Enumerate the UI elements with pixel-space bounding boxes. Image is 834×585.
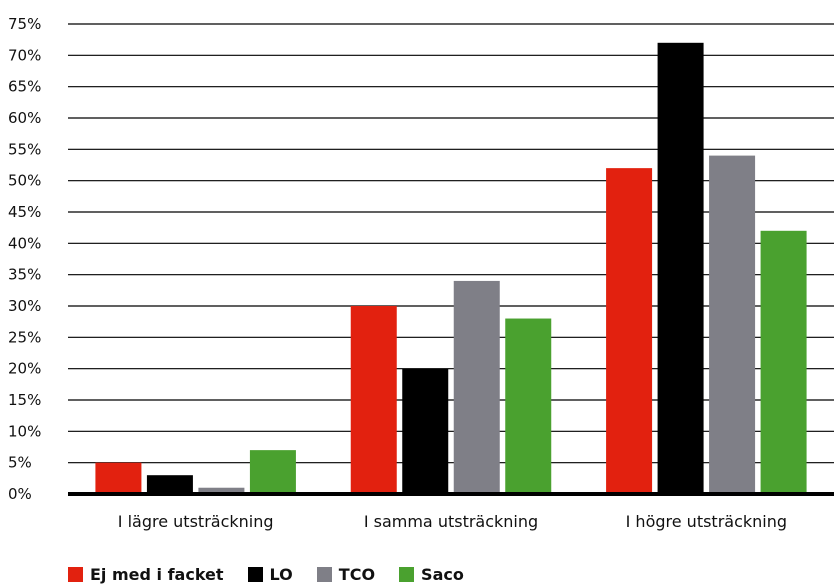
y-tick-label: 35%	[8, 266, 41, 284]
legend-label-saco: Saco	[421, 565, 464, 584]
legend: Ej med i facket LO TCO Saco	[68, 565, 488, 584]
y-tick-label: 25%	[8, 328, 41, 346]
category-label: I samma utsträckning	[364, 512, 538, 531]
bar-ej-med-i-facket	[350, 306, 397, 494]
y-tick-label: 75%	[8, 15, 41, 33]
bars	[95, 42, 807, 495]
y-tick-label: 65%	[8, 78, 41, 96]
y-tick-label: 20%	[8, 360, 41, 378]
y-tick-label: 30%	[8, 297, 41, 315]
bar-saco	[760, 230, 807, 495]
bar-lo	[146, 475, 193, 494]
category-label: I lägre utsträckning	[118, 512, 274, 531]
bar-ej-med-i-facket	[606, 168, 653, 494]
bar-tco	[198, 487, 245, 494]
x-axis-category-labels: I lägre utsträckning I samma utsträckning…	[118, 512, 787, 531]
bar-tco	[453, 280, 500, 494]
bar-lo	[657, 42, 704, 495]
y-tick-label: 60%	[8, 109, 41, 127]
gridlines	[68, 23, 834, 464]
category-label: I högre utsträckning	[626, 512, 787, 531]
y-tick-label: 40%	[8, 234, 41, 252]
bar-lo	[402, 368, 449, 494]
y-tick-label: 55%	[8, 140, 41, 158]
legend-item-ej-med-i-facket: Ej med i facket	[68, 565, 224, 584]
legend-item-saco: Saco	[399, 565, 464, 584]
legend-swatch-saco	[399, 567, 415, 582]
y-tick-label: 5%	[8, 454, 32, 472]
legend-swatch-tco	[316, 567, 332, 582]
legend-label-lo: LO	[269, 565, 293, 584]
legend-swatch-lo	[247, 567, 263, 582]
legend-item-tco: TCO	[316, 565, 376, 584]
bar-tco	[709, 155, 756, 494]
y-tick-label: 0%	[8, 485, 32, 503]
y-tick-label: 50%	[8, 172, 41, 190]
legend-item-lo: LO	[247, 565, 293, 584]
y-axis-tick-labels: 0% 5% 10% 15% 20% 25% 30% 35% 40% 45% 50% 55% 60% 65%…	[8, 15, 41, 503]
y-tick-label: 10%	[8, 422, 41, 440]
bar-ej-med-i-facket	[95, 462, 142, 494]
legend-swatch-ej-med-i-facket	[68, 567, 83, 582]
bar-saco	[505, 318, 552, 494]
bar-saco	[249, 450, 296, 494]
y-tick-label: 15%	[8, 391, 41, 409]
y-tick-label: 45%	[8, 203, 41, 221]
legend-label-ej-med-i-facket: Ej med i facket	[90, 565, 224, 584]
bar-chart: 0% 5% 10% 15% 20% 25% 30% 35% 40% 45% 50% 55% 60% 65%…	[8, 15, 834, 531]
y-tick-label: 70%	[8, 46, 41, 64]
legend-label-tco: TCO	[338, 565, 376, 584]
